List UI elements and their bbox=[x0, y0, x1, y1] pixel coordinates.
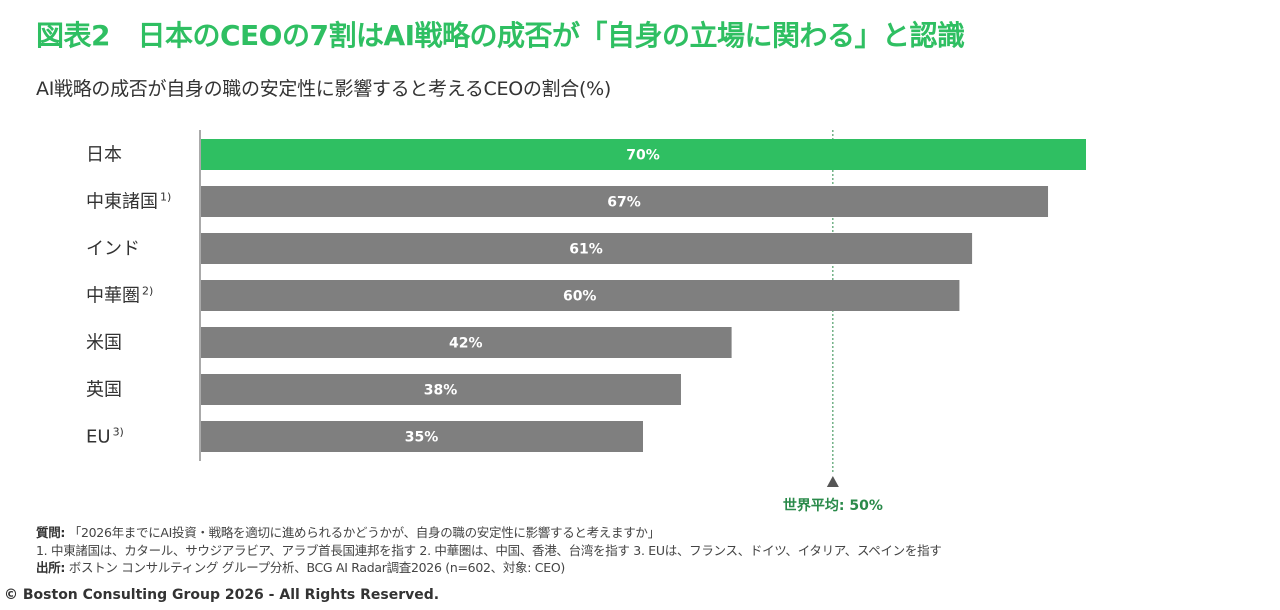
bar-value-label-1: 67% bbox=[607, 195, 641, 211]
bar-5 bbox=[201, 374, 681, 405]
bar-6 bbox=[201, 421, 643, 452]
bar-3 bbox=[201, 280, 960, 311]
bar-chart: 70% 日本 67% 中東諸国 1) 61% インド 60% 中華圏 2) 42% 米国 38% 英国 35… bbox=[86, 130, 1086, 514]
category-label-6: EU 3) bbox=[86, 426, 124, 448]
bar-value-label-4: 42% bbox=[449, 336, 483, 352]
category-label-1: 中東諸国 1) bbox=[86, 191, 171, 213]
bar-2 bbox=[201, 233, 973, 264]
category-label-4: 米国 bbox=[86, 333, 122, 354]
category-label-2: インド bbox=[86, 239, 140, 260]
category-label-0: 日本 bbox=[86, 145, 122, 166]
category-note-1: 1) bbox=[160, 191, 171, 204]
average-label: 世界平均: 50% bbox=[783, 497, 883, 514]
question-note: 質問: 「2026年までにAI投資・戦略を適切に進められるかどうかが、自身の職の… bbox=[36, 524, 941, 542]
average-marker-icon bbox=[826, 476, 839, 487]
source-text: ボストン コンサルティング グループ分析、BCG AI Radar調査2026 … bbox=[68, 560, 565, 575]
source-note: 出所: ボストン コンサルティング グループ分析、BCG AI Radar調査2… bbox=[36, 559, 941, 577]
question-text: 「2026年までにAI投資・戦略を適切に進められるかどうかが、自身の職の安定性に… bbox=[68, 525, 660, 540]
category-label-5: 英国 bbox=[86, 380, 122, 401]
source-label: 出所: bbox=[36, 560, 66, 575]
footnotes: 質問: 「2026年までにAI投資・戦略を適切に進められるかどうかが、自身の職の… bbox=[36, 524, 942, 577]
question-label: 質問: bbox=[36, 525, 66, 540]
bar-4 bbox=[201, 327, 732, 358]
bar-value-label-3: 60% bbox=[563, 289, 597, 305]
bar-value-label-5: 38% bbox=[424, 383, 458, 399]
category-note-3: 2) bbox=[142, 285, 153, 298]
bar-0 bbox=[201, 139, 1086, 170]
copyright: © Boston Consulting Group 2026 - All Rig… bbox=[4, 587, 440, 603]
bar-1 bbox=[201, 186, 1049, 217]
bar-value-label-0: 70% bbox=[626, 148, 660, 164]
bar-value-label-2: 61% bbox=[569, 242, 603, 258]
category-label-3: 中華圏 2) bbox=[86, 285, 153, 307]
chart-title: AI戦略の成否が自身の職の安定性に影響すると考えるCEOの割合(%) bbox=[36, 78, 611, 100]
page-title: 図表2 日本のCEOの7割はAI戦略の成否が「自身の立場に関わる」と認識 bbox=[36, 19, 965, 52]
definition-notes: 1. 中東諸国は、カタール、サウジアラビア、アラブ首長国連邦を指す 2. 中華圏… bbox=[36, 542, 942, 558]
category-note-6: 3) bbox=[113, 426, 124, 439]
bar-value-label-6: 35% bbox=[405, 430, 439, 446]
